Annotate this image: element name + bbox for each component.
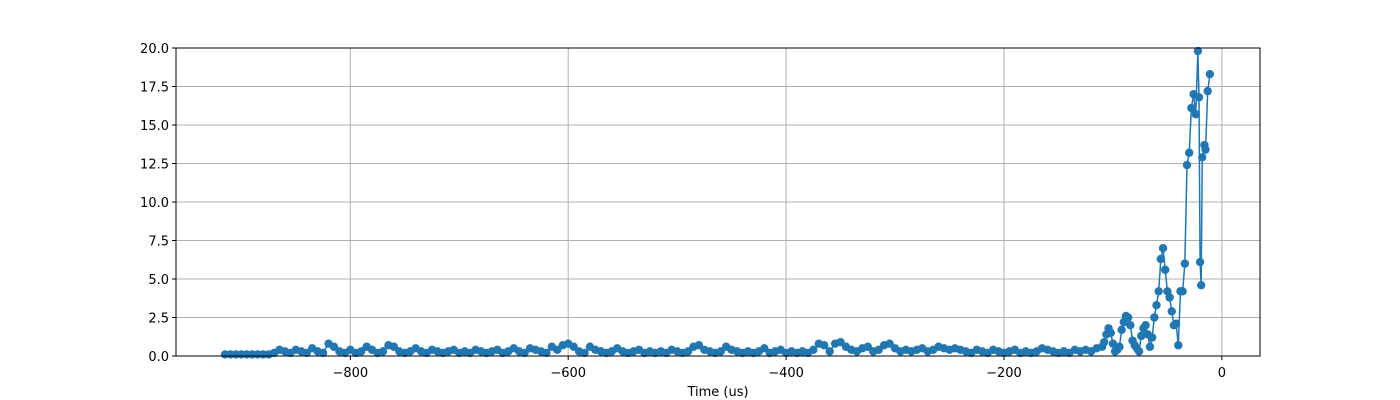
marker [1147,333,1157,342]
marker [1178,287,1187,296]
y-tick-label: 2.5 [148,312,169,327]
x-tick-label: −600 [550,366,586,381]
marker [378,347,388,356]
marker [1145,342,1155,351]
marker [318,348,328,358]
plot-frame [175,47,1261,357]
marker [1193,46,1203,56]
line [225,51,1211,356]
marker [1196,280,1206,290]
marker [1137,331,1146,341]
marker [580,348,589,358]
marker [1158,244,1168,253]
marker [1123,313,1133,322]
series [220,46,1215,359]
marker [1203,86,1212,96]
marker [1117,325,1126,335]
marker [1201,145,1210,154]
y-tick-label: 12.5 [140,158,169,173]
marker [1205,69,1215,79]
y-tick-label: 5.0 [148,273,169,288]
marker [1100,337,1109,347]
marker [1161,265,1170,274]
marker [1126,321,1135,330]
x-tick-label: −800 [332,366,368,381]
y-tick-label: 0.0 [148,350,169,365]
marker [1141,321,1150,330]
marker [1154,287,1163,296]
marker [825,347,834,356]
marker [1115,342,1124,351]
marker [1108,339,1118,348]
marker [1165,293,1174,302]
marker [1195,257,1205,267]
y-tick-label: 15.0 [140,119,169,134]
y-tick-label: 7.5 [148,235,169,250]
marker [1184,148,1194,157]
marker [820,341,829,350]
marker [1150,313,1159,322]
marker [1187,103,1196,113]
marker [1152,300,1161,310]
marker [1167,307,1176,316]
marker [1134,347,1144,356]
marker [1180,259,1190,268]
marker [1174,341,1183,350]
marker [1182,160,1192,170]
x-axis-label: Time (us) [686,385,748,400]
marker [542,348,551,358]
marker [1156,254,1166,264]
marker [1171,319,1181,328]
y-tick-label: 17.5 [140,81,169,96]
x-tick-label: −400 [768,366,804,381]
x-tick-label: 0 [1218,366,1226,381]
y-tick-label: 20.0 [140,42,169,57]
marker [1191,110,1200,119]
x-tick-label: −200 [986,366,1022,381]
marker [1198,153,1207,162]
y-tick-label: 10.0 [140,196,169,211]
marker [1194,93,1204,102]
marker [809,345,818,355]
marker [1106,328,1115,338]
